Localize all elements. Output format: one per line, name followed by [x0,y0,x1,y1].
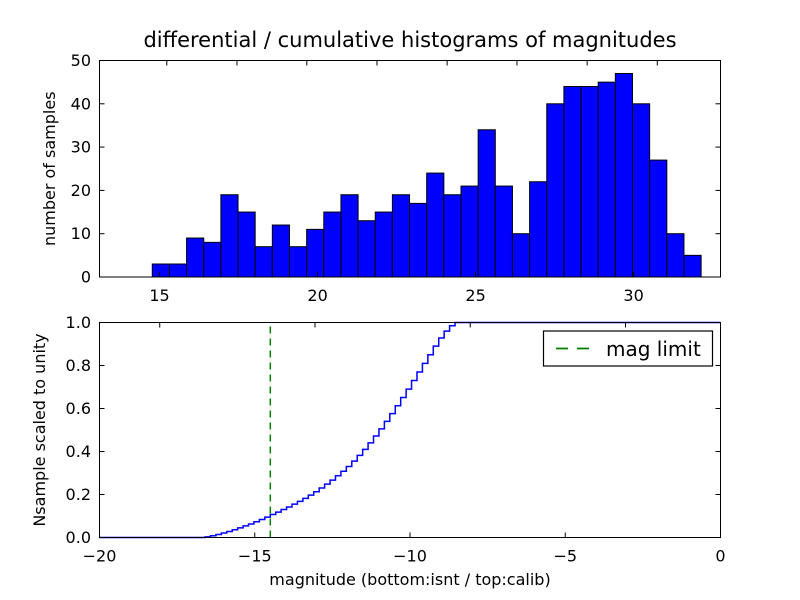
histogram-bar [563,85,582,278]
histogram-bar [391,194,411,278]
axis-ticks [99,60,721,278]
x-tick-label: 0 [715,547,725,566]
x-tick-label: 15 [149,286,169,305]
y-tick-label: 0.8 [66,356,91,375]
histogram-bar [477,129,496,278]
histogram-bar [529,181,548,278]
y-tick-label: 10 [71,224,91,243]
histogram-bars [151,72,702,278]
histogram-bar [186,237,205,278]
cumulative-histogram-plot: −20 −15 −10 −5 0 0.0 0.2 0.4 0.6 0.8 1.0 magnitude … [30,313,726,589]
x-tick-label: −20 [83,547,117,566]
y-tick-label: 50 [71,51,91,70]
histogram-bar [494,185,513,278]
y-tick-label: 30 [71,138,91,157]
histogram-bar [306,228,325,278]
plot-title: differential / cumulative histograms of … [143,28,676,52]
histogram-bar [511,233,531,278]
x-tick-label: −10 [393,547,427,566]
legend-mag-limit-label: mag limit [606,337,701,361]
histogram-bar [546,103,565,278]
y-axis-label: number of samples [40,91,59,246]
histogram-bar [666,233,685,278]
histogram-bar [203,241,222,278]
x-tick-label: 20 [307,286,327,305]
histogram-bar [597,81,616,278]
histogram-bar [323,211,342,278]
histogram-bar [168,263,188,278]
y-tick-label: 0.4 [66,442,91,461]
y-axis-label: Nsample scaled to unity [30,333,49,526]
axis-ticks [99,322,721,538]
y-tick-label: 0.0 [66,528,91,547]
histogram-bar [632,103,651,278]
x-tick-label: 30 [623,286,643,305]
histogram-bar [409,202,428,278]
histogram-bar [340,194,359,278]
histogram-bar [357,220,376,278]
histogram-bar [288,246,308,278]
histogram-bar [220,194,239,278]
histogram-bar [649,159,668,278]
differential-histogram-plot: 15 20 25 30 0 10 20 30 40 50 differential / cumula… [40,28,721,305]
y-tick-label: 0 [81,268,91,287]
axes-frame [99,60,721,278]
histogram-bar [683,254,702,278]
histogram-bar [460,185,479,278]
histogram-bar [271,224,290,278]
y-tick-label: 20 [71,181,91,200]
histogram-bar [374,211,393,278]
legend: mag limit [542,330,714,367]
x-axis-label: magnitude (bottom:isnt / top:calib) [269,570,550,589]
cumulative-step-curve [99,321,721,539]
y-tick-label: 40 [71,94,91,113]
histogram-bar [254,246,273,278]
x-tick-label: 25 [465,286,485,305]
histogram-bar [614,72,633,278]
x-tick-label: −5 [554,547,578,566]
histogram-bar [151,263,170,278]
histogram-bar [237,211,256,278]
histogram-bar [443,194,462,278]
legend-frame [542,330,714,367]
histogram-bar [426,172,445,278]
x-tick-label: −15 [238,547,272,566]
y-tick-label: 0.6 [66,399,91,418]
y-tick-label: 0.2 [66,485,91,504]
y-tick-label: 1.0 [66,313,91,332]
histogram-bar [580,85,599,278]
